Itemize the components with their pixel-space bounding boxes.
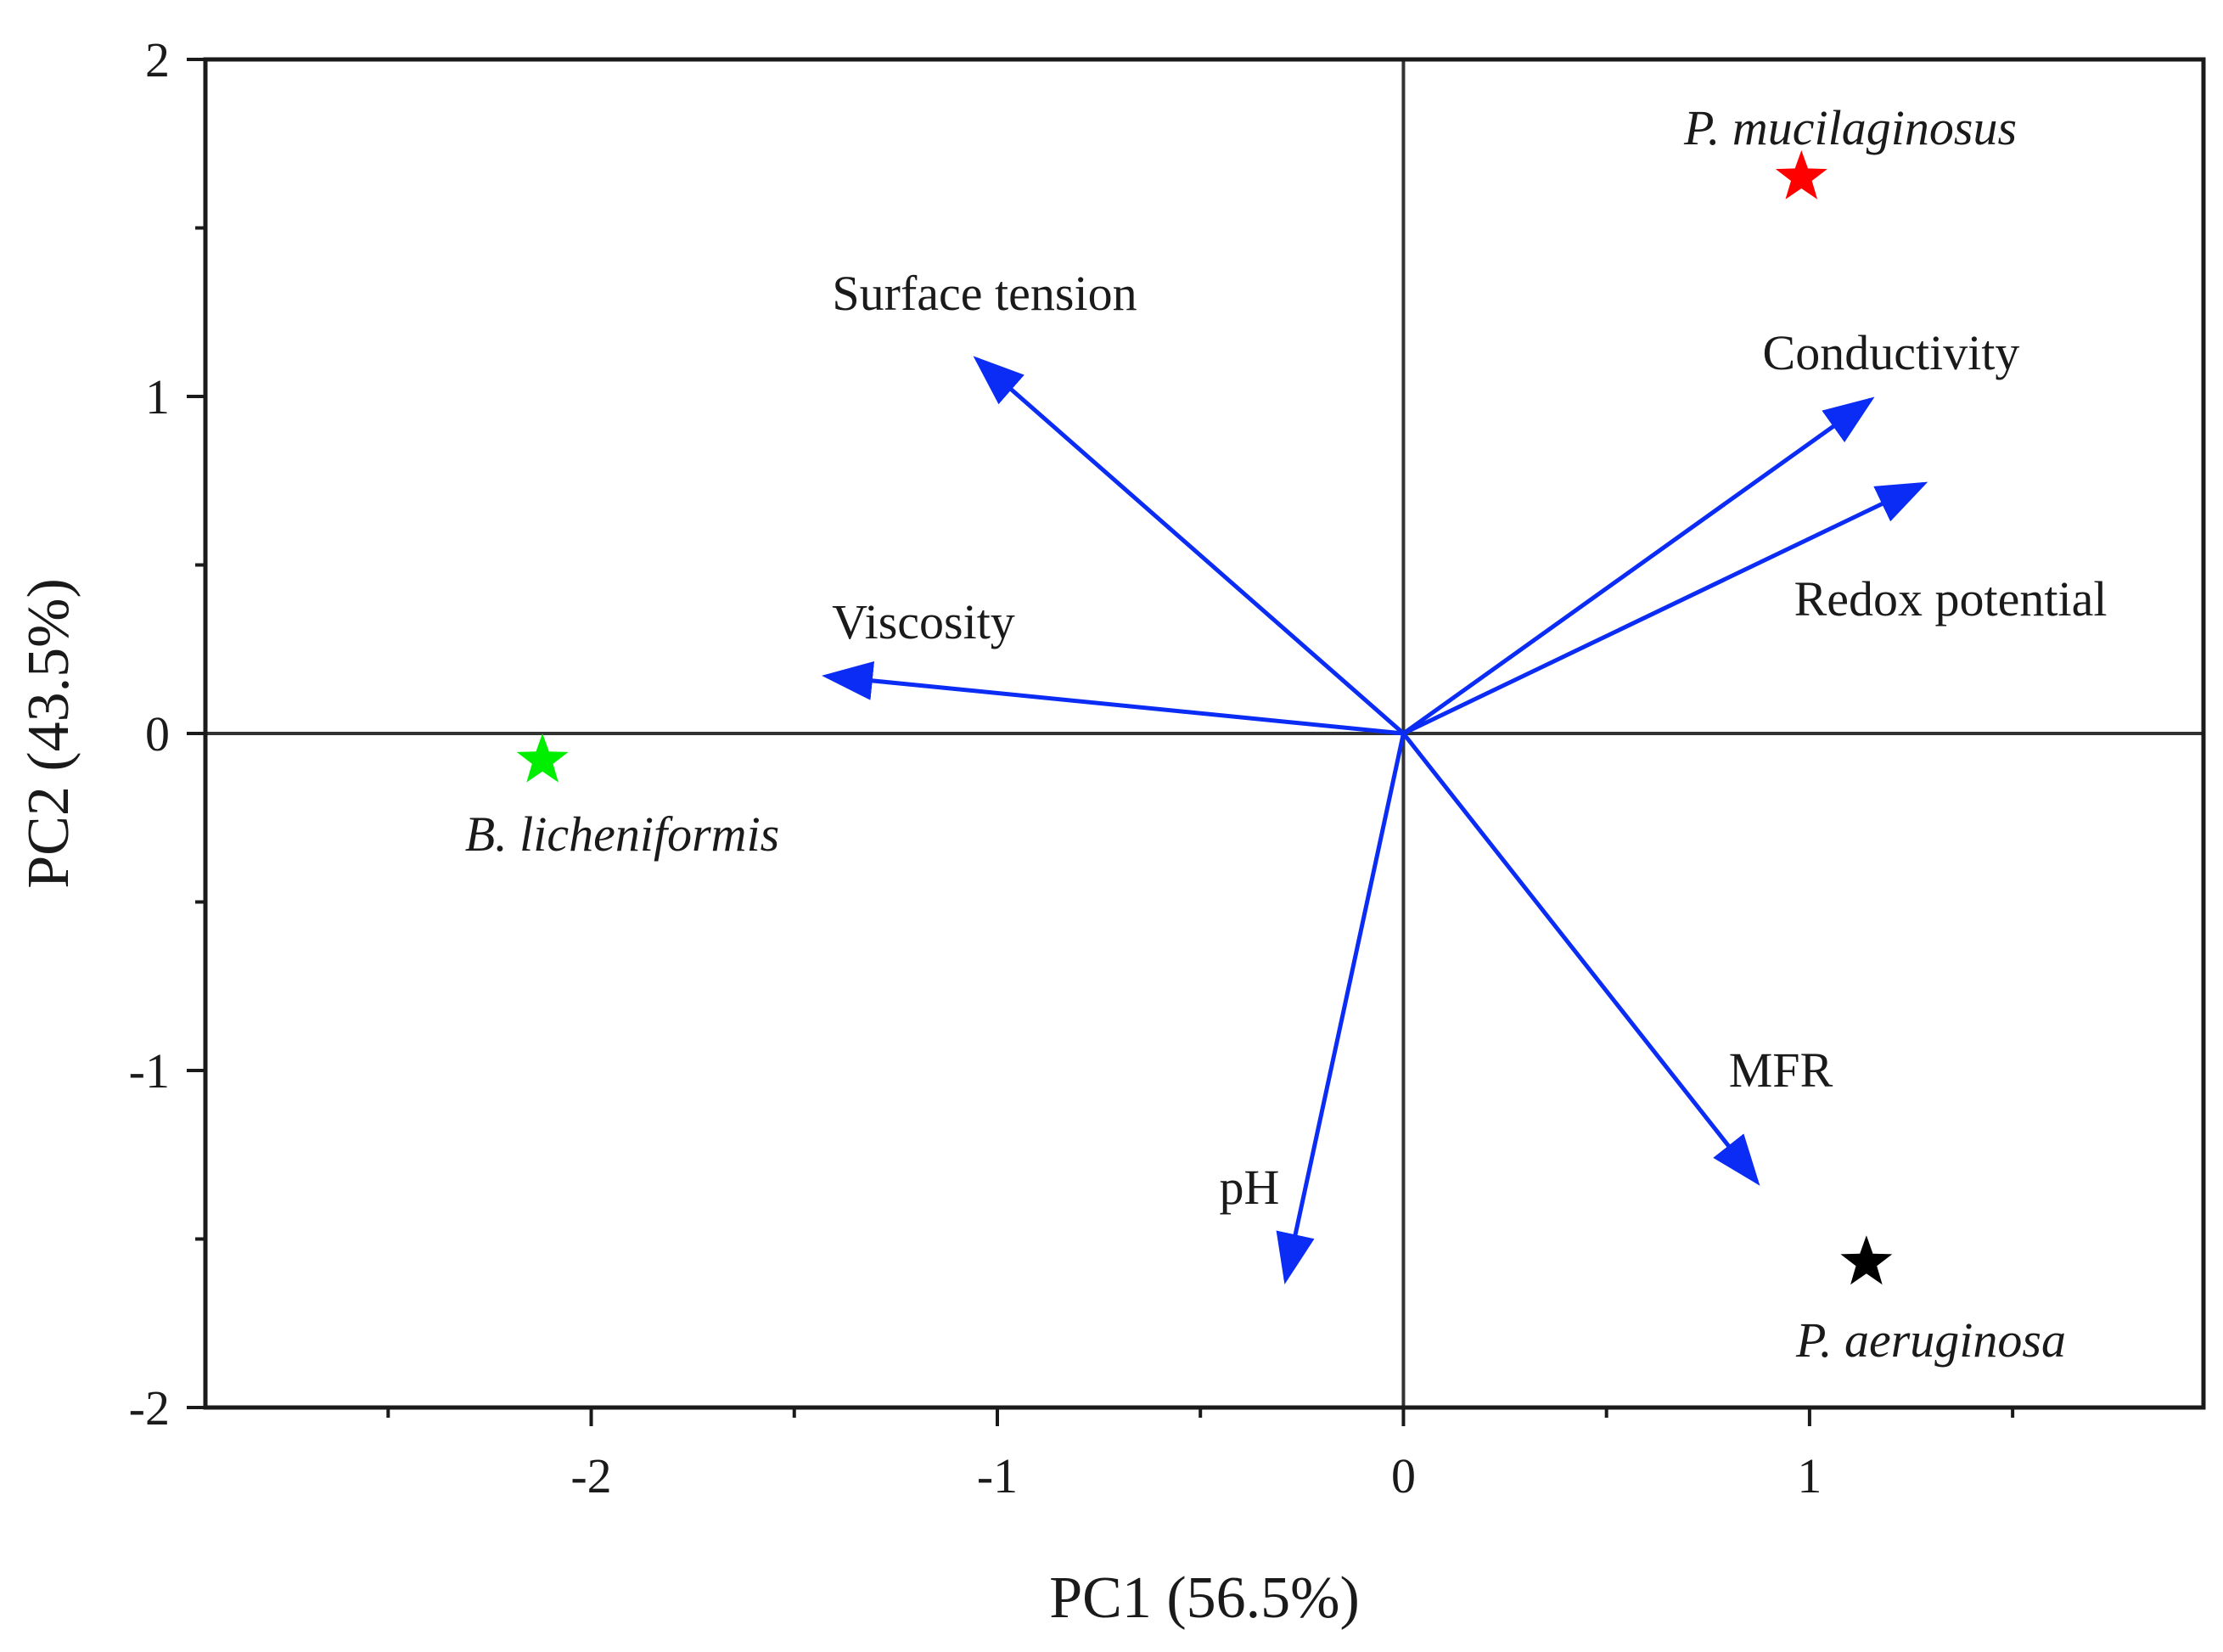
x-axis-title: PC1 (56.5%): [1049, 1565, 1360, 1631]
loading-arrow-viscosity: [822, 660, 1404, 736]
loading-label-ph: pH: [1220, 1160, 1280, 1215]
loading-label-surface-tension: Surface tension: [832, 266, 1137, 321]
loading-arrow-mfr: [1401, 732, 1760, 1186]
loading-label-viscosity: Viscosity: [832, 594, 1015, 649]
y-tick-label: 1: [145, 369, 170, 424]
loading-arrow-redox-potential: [1402, 481, 1928, 736]
zero-lines: [205, 59, 2203, 1408]
y-tick-label: 2: [145, 32, 170, 87]
loading-arrow-surface-tension: [973, 356, 1406, 735]
y-tick-label: -2: [129, 1380, 170, 1436]
x-tick-label: -1: [977, 1448, 1018, 1503]
sample-points: P. mucilaginosus B. licheniformis P. aerug…: [465, 100, 2066, 1368]
loading-arrow-ph: [1276, 733, 1406, 1285]
x-axis-ticks: -2 -1 0 1: [386, 1408, 2015, 1503]
sample-star-p-aeruginosa: [1840, 1235, 1893, 1285]
sample-star-b-licheniformis: [516, 733, 569, 783]
loading-label-mfr: MFR: [1729, 1042, 1833, 1098]
y-tick-label: -1: [129, 1043, 170, 1099]
y-axis-ticks: -2 -1 0 1 2: [129, 32, 205, 1436]
plot-frame: [203, 57, 2206, 1410]
sample-label-p-mucilaginosus: P. mucilaginosus: [1683, 100, 2017, 155]
y-tick-label: 0: [145, 706, 170, 761]
x-tick-label: 0: [1391, 1448, 1416, 1503]
loading-arrow-conductivity: [1401, 396, 1875, 736]
loading-label-redox-potential: Redox potential: [1794, 571, 2108, 627]
sample-star-p-mucilaginosus: [1775, 150, 1827, 199]
loading-label-conductivity: Conductivity: [1763, 325, 2020, 380]
x-tick-label: 1: [1797, 1448, 1822, 1503]
sample-label-p-aeruginosa: P. aeruginosa: [1795, 1312, 2066, 1368]
y-axis-title: PC2 (43.5%): [16, 578, 81, 889]
sample-label-b-licheniformis: B. licheniformis: [465, 806, 780, 862]
loading-arrows: Surface tension Conductivity Redox potenti…: [822, 266, 2108, 1285]
x-tick-label: -2: [570, 1448, 611, 1503]
